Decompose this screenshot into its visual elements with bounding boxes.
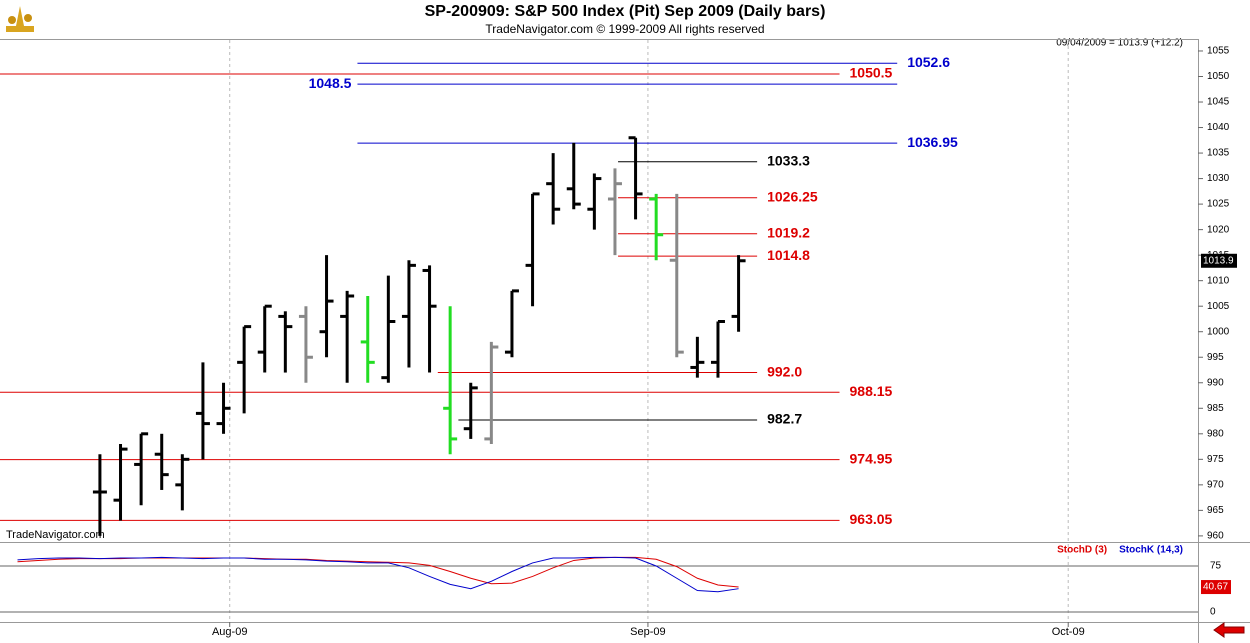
legend-entry: StochK (14,3) [1119,545,1183,556]
level-label: 1048.5 [309,75,352,91]
scroll-arrow[interactable] [1213,622,1245,638]
level-label: 1033.3 [767,152,810,168]
y-tick-label: 1035 [1207,148,1230,159]
indicator-line [17,556,739,593]
level-label: 1036.95 [907,134,958,150]
y-tick-label: 980 [1207,428,1224,439]
watermark: TradeNavigator.com [6,529,105,541]
level-label: 988.15 [850,383,893,399]
y-tick-label: 1005 [1207,301,1230,312]
level-label: 974.95 [850,450,893,466]
y-tick-label: 0 [1210,607,1216,618]
y-tick-label: 1000 [1207,326,1230,337]
y-tick-label: 1030 [1207,173,1230,184]
level-label: 992.0 [767,363,802,379]
y-tick-label: 985 [1207,403,1224,414]
chart-subtitle: TradeNavigator.com © 1999-2009 All right… [485,22,764,36]
y-tick-label: 965 [1207,505,1224,516]
y-tick-label: 1040 [1207,122,1230,133]
logo [6,6,34,32]
indicator-box [1201,580,1231,595]
level-label: 1050.5 [850,65,893,81]
y-tick-label: 960 [1207,531,1224,542]
price-label: 1013.9 [1203,255,1234,266]
y-tick-label: 1020 [1207,224,1230,235]
y-tick-label: 1025 [1207,199,1230,210]
y-tick-label: 1045 [1207,97,1230,108]
level-label: 1014.8 [767,247,810,263]
last-info: 09/04/2009 = 1013.9 (+12.2) [1056,38,1183,49]
y-tick-label: 995 [1207,352,1224,363]
y-tick-label: 1055 [1207,46,1230,57]
indicator-label: 40.67 [1203,582,1228,593]
y-tick-label: 1010 [1207,275,1230,286]
x-tick-label: Oct-09 [1052,626,1085,638]
y-tick-label: 1050 [1207,71,1230,82]
y-tick-label: 970 [1207,479,1224,490]
level-label: 1052.6 [907,54,950,70]
x-tick-label: Aug-09 [212,626,247,638]
y-tick-label: 75 [1210,561,1222,572]
level-label: 1019.2 [767,224,810,240]
level-label: 963.05 [850,511,893,527]
y-tick-label: 990 [1207,377,1224,388]
level-label: 1026.25 [767,188,818,204]
price-box [1201,253,1237,268]
x-tick-label: Sep-09 [630,626,665,638]
legend-entry: StochD (3) [1057,545,1107,556]
chart-title: SP-200909: S&P 500 Index (Pit) Sep 2009 … [425,3,826,20]
level-label: 982.7 [767,411,802,427]
y-tick-label: 975 [1207,454,1224,465]
